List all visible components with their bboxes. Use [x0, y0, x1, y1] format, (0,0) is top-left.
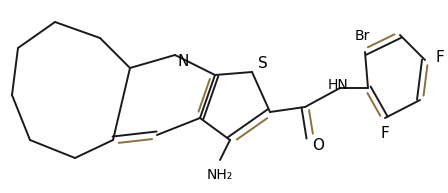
Text: N: N — [177, 54, 189, 69]
Text: O: O — [312, 137, 324, 152]
Text: S: S — [258, 56, 268, 70]
Text: F: F — [435, 51, 444, 65]
Text: HN: HN — [327, 78, 349, 92]
Text: F: F — [381, 126, 389, 141]
Text: Br: Br — [354, 29, 370, 43]
Text: NH₂: NH₂ — [207, 168, 233, 182]
